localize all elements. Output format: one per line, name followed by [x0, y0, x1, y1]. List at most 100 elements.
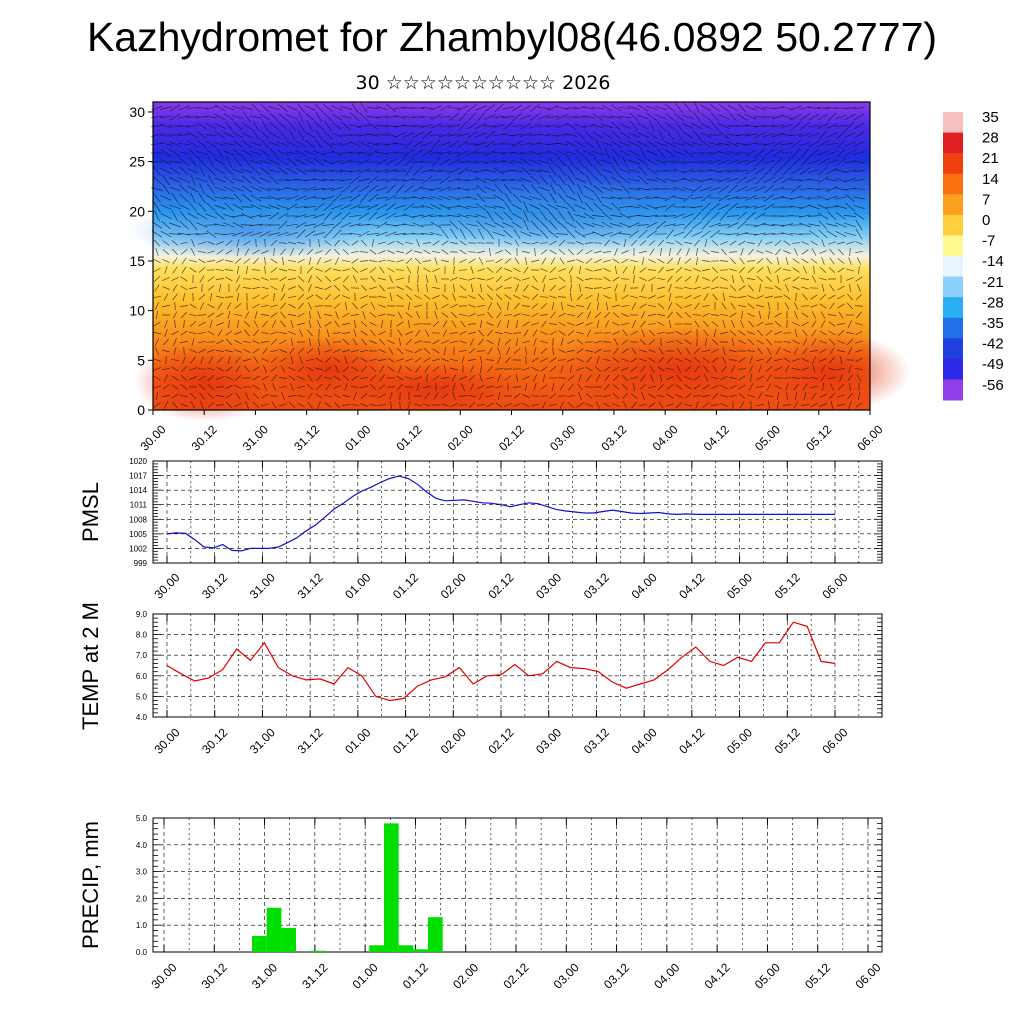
x-tick-label: 05.12	[802, 960, 833, 991]
wind-vector	[432, 339, 440, 345]
wind-vector	[825, 106, 839, 110]
wind-vector	[539, 242, 549, 244]
wind-vector	[826, 123, 838, 129]
wind-vector	[584, 242, 594, 244]
x-tick-label: 03.12	[581, 570, 612, 601]
wind-vector	[406, 338, 412, 346]
wind-vector	[612, 357, 620, 363]
x-tick-label: 02.12	[485, 570, 516, 601]
wind-vector	[207, 375, 215, 381]
wind-vector	[263, 365, 267, 373]
wind-vector	[773, 296, 783, 298]
wind-vector	[568, 266, 574, 274]
wind-vector	[497, 374, 501, 382]
wind-vector	[827, 211, 837, 221]
wind-vector	[224, 269, 234, 271]
wind-vector	[304, 223, 316, 227]
wind-vector	[738, 375, 746, 381]
wind-vector	[854, 305, 864, 307]
wind-vector	[250, 231, 262, 237]
x-tick-label: 01.00	[342, 725, 373, 756]
colorbar-label: -21	[982, 274, 1004, 291]
wind-vector	[583, 212, 595, 220]
wind-vector	[723, 292, 725, 302]
wind-vector	[703, 365, 709, 373]
wind-vector	[594, 268, 602, 272]
wind-vector	[695, 248, 699, 256]
wind-vector	[737, 296, 747, 298]
wind-vector	[700, 230, 712, 238]
wind-vector	[169, 167, 181, 175]
wind-vector	[389, 293, 393, 301]
wind-vector	[639, 267, 647, 273]
wind-vector	[774, 384, 782, 390]
wind-vector	[198, 165, 206, 177]
wind-vector	[279, 357, 287, 363]
wind-vector	[215, 350, 225, 352]
y-tick-label: 1008	[129, 515, 147, 524]
wind-vector	[190, 401, 196, 409]
wind-vector	[366, 107, 380, 109]
x-tick-label: 01.00	[350, 960, 381, 991]
wind-vector	[207, 384, 215, 390]
wind-vector	[180, 374, 188, 382]
colorbar-swatch	[943, 276, 963, 298]
wind-vector	[576, 249, 584, 255]
wind-vector	[666, 268, 674, 272]
wind-vector	[783, 240, 791, 246]
wind-vector	[441, 259, 449, 263]
wind-vector	[576, 192, 584, 204]
wind-vector	[197, 130, 207, 140]
wind-vector	[169, 133, 181, 137]
wind-vector	[317, 401, 321, 409]
wind-vector	[664, 223, 676, 227]
wind-vector	[524, 383, 528, 391]
wind-vector	[260, 149, 270, 157]
wind-vector	[458, 395, 468, 397]
wind-vector	[567, 358, 575, 362]
wind-vector	[663, 160, 677, 164]
wind-vector	[584, 287, 594, 289]
wind-vector	[467, 112, 477, 122]
x-tick-label: 01.00	[342, 422, 373, 453]
wind-vector	[623, 239, 627, 247]
wind-vector	[825, 206, 839, 208]
wind-vector	[558, 321, 566, 327]
wind-vector	[522, 313, 530, 317]
wind-vector	[421, 141, 433, 147]
wind-vector	[187, 140, 199, 148]
wind-vector	[223, 222, 235, 228]
wind-vector	[639, 240, 647, 246]
wind-vector	[565, 140, 577, 148]
wind-vector	[241, 168, 253, 174]
wind-vector	[479, 284, 483, 292]
wind-vector	[156, 391, 158, 401]
wind-vector	[367, 149, 379, 157]
wind-vector	[765, 295, 773, 299]
wind-vector	[278, 220, 288, 230]
wind-vector	[216, 322, 224, 326]
wind-vector	[225, 376, 233, 380]
wind-vector	[603, 174, 611, 186]
wind-vector	[448, 106, 460, 110]
wind-vector	[619, 131, 631, 139]
wind-vector	[268, 106, 280, 110]
wind-vector	[730, 257, 736, 265]
wind-vector	[549, 330, 557, 336]
wind-vector	[297, 322, 305, 326]
wind-vector	[324, 275, 332, 283]
wind-vector	[746, 350, 756, 352]
wind-vector	[168, 125, 182, 127]
wind-vector	[791, 377, 801, 379]
wind-vector	[168, 233, 182, 235]
wind-vector	[621, 367, 629, 371]
wind-vector	[403, 178, 415, 182]
wind-vector	[189, 259, 197, 263]
wind-vector	[818, 229, 828, 239]
wind-vector	[378, 393, 386, 399]
wind-vector	[459, 349, 467, 353]
wind-vector	[576, 276, 584, 282]
wind-vector	[648, 402, 656, 408]
wind-vector	[853, 113, 865, 121]
wind-vector	[628, 178, 640, 182]
